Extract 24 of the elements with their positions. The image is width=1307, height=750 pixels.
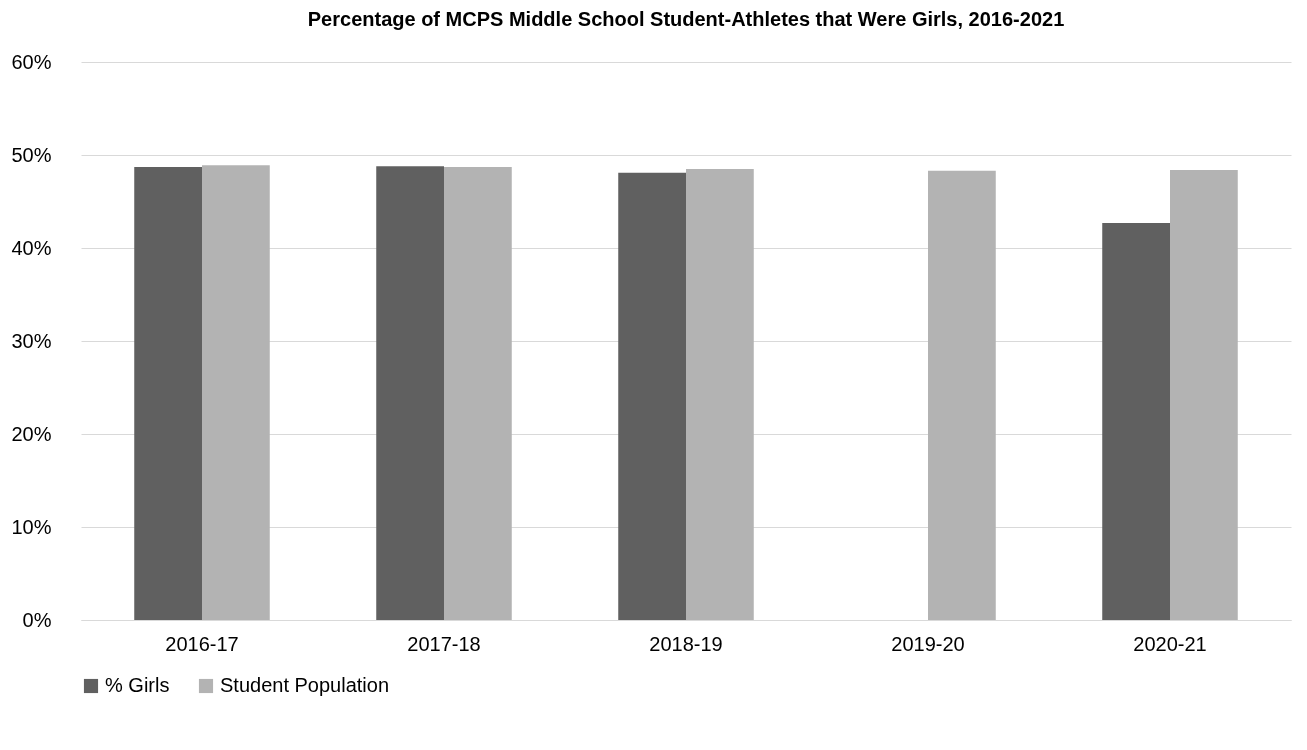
y-tick-label: 40% (11, 236, 52, 259)
y-tick-label: 20% (11, 422, 52, 445)
x-tick-label: 2018-19 (649, 632, 723, 655)
x-tick-label: 2019-20 (891, 632, 965, 655)
bar (134, 167, 202, 620)
y-tick-label: 10% (11, 515, 52, 538)
y-tick-label: 30% (11, 329, 52, 352)
legend-label: % Girls (105, 674, 170, 696)
y-tick-label: 0% (22, 608, 52, 631)
chart-title: Percentage of MCPS Middle School Student-Athletes that Were Girls, 2016-2021 (307, 8, 1065, 30)
x-tick-label: 2020-21 (1133, 632, 1207, 655)
bar (444, 167, 512, 620)
bar (928, 170, 996, 620)
x-tick-label: 2017-18 (407, 632, 481, 655)
y-tick-label: 50% (11, 143, 52, 166)
bar (376, 166, 444, 620)
x-tick-label: 2016-17 (165, 632, 239, 655)
bar (202, 165, 270, 620)
legend-label: Student Population (220, 674, 390, 696)
bar (618, 172, 686, 620)
bar (1170, 169, 1238, 620)
y-tick-label: 60% (11, 50, 52, 73)
bar (686, 168, 754, 620)
bar (1102, 222, 1170, 620)
